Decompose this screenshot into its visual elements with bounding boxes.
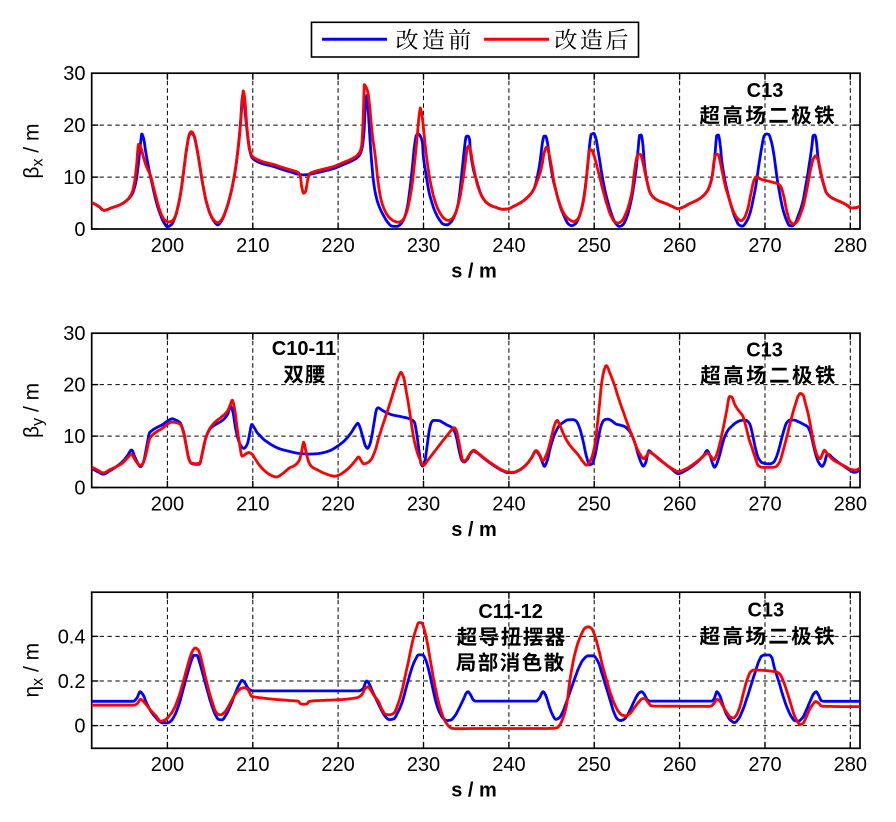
svg-text:270: 270 [748, 493, 781, 515]
svg-text:s / m: s / m [451, 519, 497, 541]
svg-text:240: 240 [492, 235, 525, 257]
svg-text:240: 240 [492, 493, 525, 515]
svg-text:C11-12: C11-12 [478, 601, 543, 623]
svg-text:C10-11: C10-11 [272, 338, 337, 360]
svg-text:s / m: s / m [451, 780, 497, 802]
svg-text:270: 270 [748, 235, 781, 257]
svg-text:10: 10 [63, 426, 85, 448]
svg-text:280: 280 [834, 235, 867, 257]
svg-text:210: 210 [236, 754, 269, 776]
svg-text:210: 210 [236, 235, 269, 257]
svg-text:220: 220 [321, 493, 354, 515]
svg-text:10: 10 [63, 167, 85, 189]
svg-text:30: 30 [63, 323, 85, 345]
svg-text:0: 0 [74, 716, 85, 738]
svg-text:230: 230 [407, 235, 440, 257]
svg-text:200: 200 [151, 493, 184, 515]
svg-text:240: 240 [492, 754, 525, 776]
svg-text:230: 230 [407, 493, 440, 515]
svg-text:20: 20 [63, 115, 85, 137]
svg-text:260: 260 [663, 235, 696, 257]
svg-text:30: 30 [63, 63, 85, 85]
svg-text:0: 0 [74, 477, 85, 499]
svg-text:0: 0 [74, 219, 85, 241]
svg-text:270: 270 [748, 754, 781, 776]
svg-text:280: 280 [834, 754, 867, 776]
svg-text:200: 200 [151, 235, 184, 257]
svg-text:0.4: 0.4 [58, 626, 86, 648]
svg-text:230: 230 [407, 754, 440, 776]
svg-text:ηx / m: ηx / m [21, 643, 47, 698]
svg-text:260: 260 [663, 493, 696, 515]
svg-text:250: 250 [578, 493, 611, 515]
svg-text:280: 280 [834, 493, 867, 515]
svg-text:200: 200 [151, 754, 184, 776]
svg-text:C13: C13 [747, 600, 784, 622]
svg-text:C13: C13 [746, 339, 783, 361]
svg-text:20: 20 [63, 375, 85, 397]
svg-text:250: 250 [578, 235, 611, 257]
svg-text:220: 220 [321, 235, 354, 257]
svg-text:βx / m: βx / m [21, 124, 47, 179]
svg-text:C13: C13 [747, 80, 784, 102]
svg-text:0.2: 0.2 [58, 671, 86, 693]
svg-text:βy / m: βy / m [21, 383, 47, 438]
svg-text:210: 210 [236, 493, 269, 515]
svg-text:220: 220 [321, 754, 354, 776]
svg-text:s / m: s / m [451, 260, 497, 282]
svg-text:260: 260 [663, 754, 696, 776]
svg-text:250: 250 [578, 754, 611, 776]
